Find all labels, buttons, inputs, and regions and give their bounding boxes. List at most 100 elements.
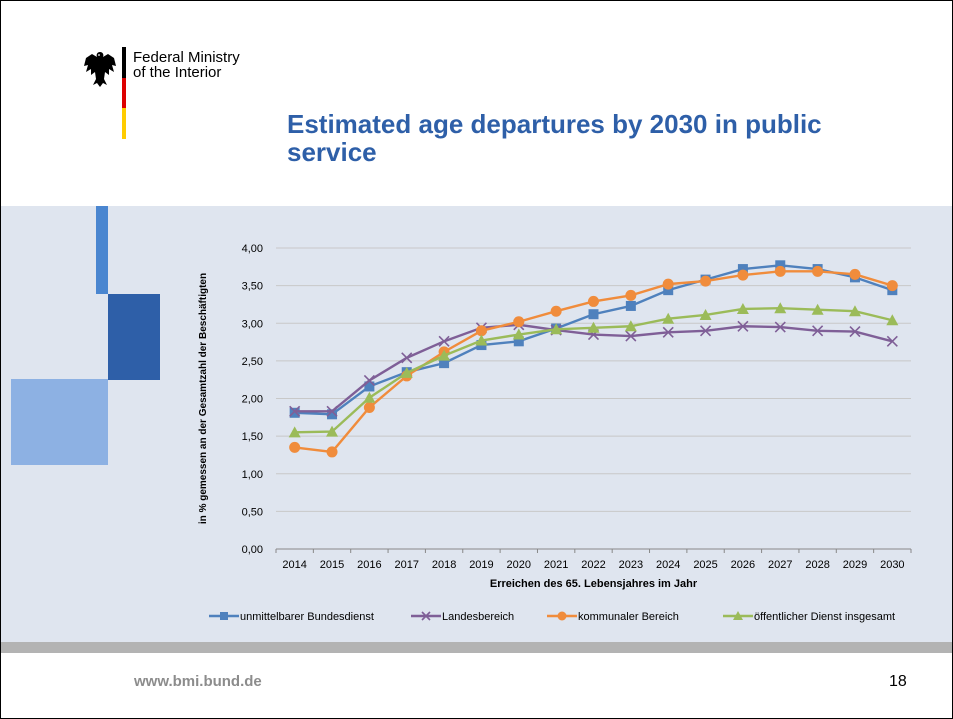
legend-label: Landesbereich: [442, 611, 514, 623]
series-4-point: [736, 302, 749, 314]
y-tick-label: 1,00: [242, 469, 263, 481]
series-2-point: [774, 321, 786, 333]
series-4-point: [699, 308, 712, 320]
series-3-point: [550, 305, 562, 317]
series-3-point: [886, 280, 898, 292]
x-tick-label: 2015: [320, 559, 344, 571]
series-2-point: [438, 335, 450, 347]
series-4-point: [886, 314, 899, 326]
legend-marker: [220, 612, 228, 620]
series-4-point: [512, 328, 525, 340]
series-1-point: [439, 358, 450, 369]
series-4-point: [624, 320, 637, 332]
x-tick-label: 2018: [432, 559, 456, 571]
line-chart: 0,00 0,50 1,00 1,50 2,00 2,50 3,00 3,50 4,00 2014…: [198, 243, 912, 623]
series-1-point: [663, 285, 674, 296]
flag-bar: [122, 47, 126, 139]
y-tick-label: 2,00: [242, 394, 263, 406]
series-3-point: [475, 325, 487, 337]
series-1-point: [625, 300, 636, 311]
flag-stripe-black: [122, 47, 126, 78]
series-1-point: [775, 260, 786, 271]
series-3-point: [326, 446, 338, 458]
slide-title: Estimated age departures by 2030 in publ…: [287, 109, 822, 167]
series-4-point: [662, 312, 675, 324]
series-4-point: [811, 303, 824, 315]
series-4-point: [363, 391, 376, 403]
series-4-point: [288, 426, 301, 438]
y-tick-label: 2,50: [242, 356, 263, 368]
series-4-point: [400, 366, 413, 378]
series-2-point: [662, 326, 674, 338]
legend-label: kommunaler Bereich: [578, 611, 679, 623]
series-2-point: [363, 374, 375, 387]
series-1-point: [364, 381, 375, 392]
series-3-point: [588, 295, 599, 307]
series-3-point: [812, 265, 824, 277]
x-tick-label: 2028: [805, 559, 829, 571]
series-3-point: [849, 268, 861, 280]
y-tick-label: 4,00: [242, 243, 263, 255]
series-2-point: [401, 352, 413, 364]
flag-stripe-gold: [122, 108, 126, 139]
series-4-point: [774, 302, 787, 314]
x-tick-label: 2020: [507, 559, 531, 571]
ministry-name: Federal Ministry of the Interior: [133, 50, 240, 80]
series-4-point: [475, 334, 488, 346]
x-tick-label: 2014: [282, 559, 306, 571]
y-tick-label: 0,50: [242, 506, 263, 518]
series-2-point: [737, 320, 749, 332]
series-1-point: [289, 407, 300, 418]
ministry-line-1: Federal Ministry: [133, 49, 240, 66]
legend-marker: [557, 611, 567, 621]
y-tick-label: 0,00: [242, 544, 263, 556]
x-axis-title: Erreichen des 65. Lebensjahres im Jahr: [490, 578, 698, 590]
y-tick-label: 3,50: [242, 281, 263, 293]
series-3-point: [774, 265, 786, 277]
series-3-point: [625, 289, 637, 301]
series-4-point: [438, 349, 451, 361]
legend-label: öffentlicher Dienst insgesamt: [754, 611, 895, 623]
x-tick-label: 2024: [656, 559, 680, 571]
series-1-point: [327, 409, 338, 420]
y-tick-label: 1,50: [242, 431, 263, 443]
page-number: 18: [889, 673, 907, 690]
footer-url[interactable]: www.bmi.bund.de: [134, 673, 262, 690]
federal-eagle-icon: [84, 52, 116, 87]
series-3-point: [363, 402, 375, 414]
series-2-point: [886, 335, 898, 347]
series-4-point: [326, 425, 339, 437]
series-2-point: [625, 330, 637, 342]
y-tick-label: 3,00: [242, 318, 263, 330]
x-tick-label: 2021: [544, 559, 568, 571]
series-4-point: [550, 323, 563, 335]
x-tick-label: 2025: [693, 559, 717, 571]
series-2-point: [812, 325, 824, 337]
series-1-point: [513, 336, 524, 347]
series-2-point: [326, 405, 338, 417]
series-1-point: [737, 264, 748, 275]
series-3-point: [737, 269, 749, 281]
series-line-1: [294, 264, 893, 416]
series-1-point: [588, 309, 599, 320]
series-2-point: [699, 325, 712, 337]
series-2-point: [849, 325, 861, 338]
series-3-point: [289, 441, 301, 453]
ministry-line-2: of the Interior: [133, 64, 222, 81]
x-tick-label: 2019: [469, 559, 493, 571]
series-4-point: [587, 321, 600, 333]
x-tick-label: 2030: [880, 559, 904, 571]
decor-square-mid: [96, 206, 108, 294]
x-tick-label: 2029: [843, 559, 867, 571]
footer-bar: [1, 642, 952, 653]
x-tick-label: 2017: [394, 559, 418, 571]
legend-marker: [733, 611, 743, 620]
flag-stripe-red: [122, 77, 126, 109]
x-tick-label: 2027: [768, 559, 792, 571]
series-4-point: [848, 305, 861, 317]
x-tick-label: 2023: [619, 559, 643, 571]
series-3-point: [700, 275, 712, 287]
series-3-point: [513, 316, 525, 328]
chart-background-band: [1, 206, 952, 642]
